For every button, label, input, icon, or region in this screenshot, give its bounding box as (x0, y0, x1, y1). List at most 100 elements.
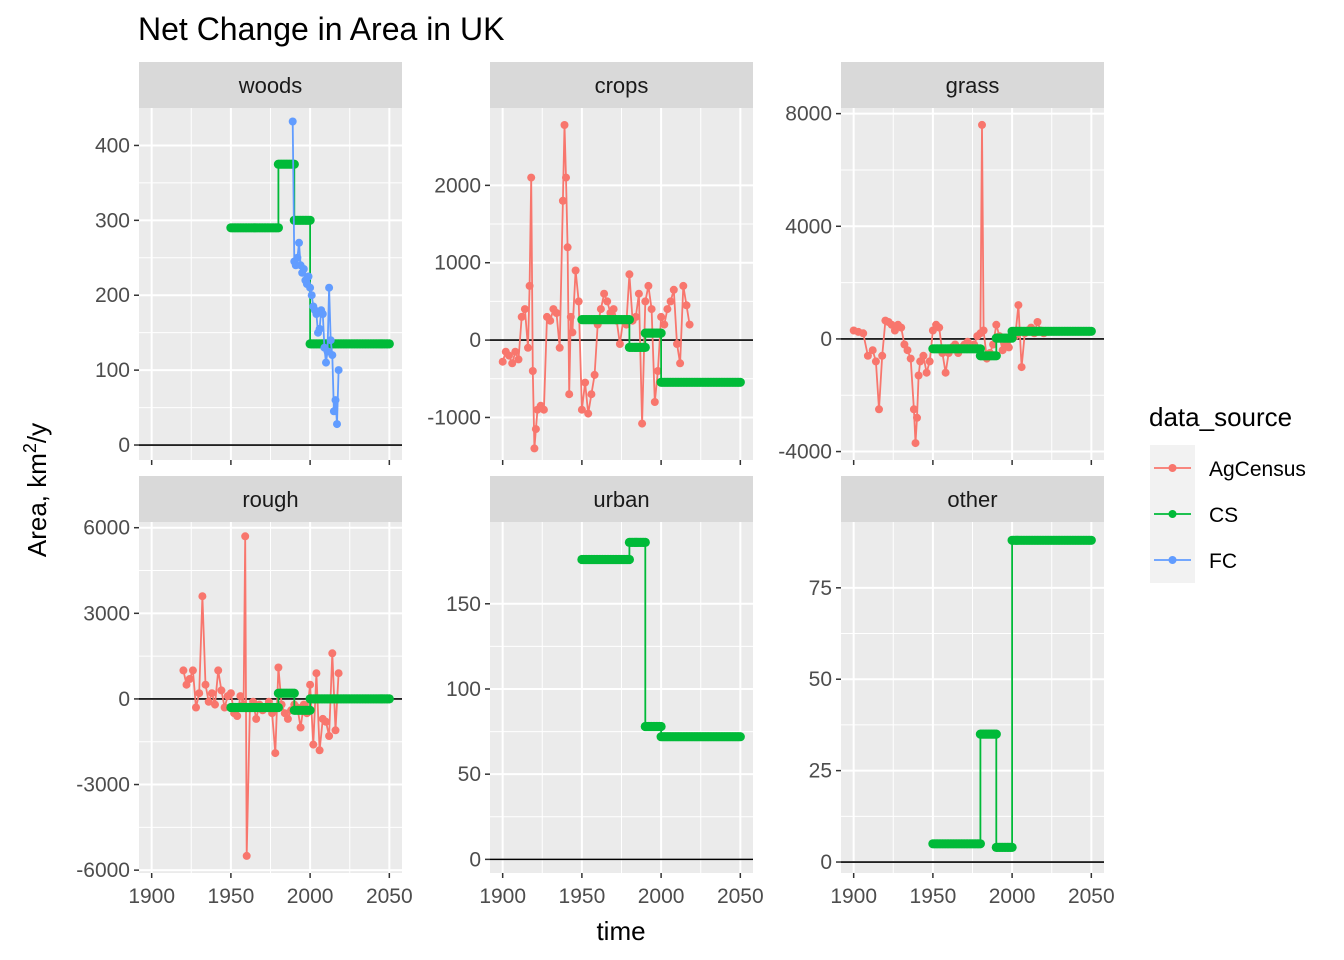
y-tick-label: 400 (95, 134, 130, 157)
data-point-agcensus (871, 357, 880, 366)
facet-panels: woods0100200300400crops-1000010002000gra… (76, 62, 1115, 908)
data-point-fc (331, 396, 340, 405)
data-point-agcensus (528, 367, 537, 375)
data-point-agcensus (211, 700, 219, 709)
y-tick-label: 6000 (83, 517, 130, 540)
data-point-agcensus (252, 714, 261, 723)
y-tick-label: 25 (809, 760, 832, 783)
data-point-agcensus (584, 409, 593, 418)
data-point-agcensus (531, 425, 540, 434)
data-point-agcensus (641, 297, 650, 306)
data-point-cs (991, 351, 1001, 361)
y-tick-label: 100 (446, 678, 481, 701)
data-point-agcensus (236, 692, 245, 701)
data-point-agcensus (603, 297, 612, 306)
data-point-agcensus (563, 243, 572, 252)
data-point-agcensus (560, 121, 569, 129)
data-point-agcensus (935, 323, 944, 332)
data-point-cs (1086, 535, 1096, 545)
data-point-agcensus (315, 746, 324, 755)
data-point-fc (329, 407, 338, 416)
data-point-agcensus (306, 680, 315, 689)
data-point-fc (326, 336, 335, 345)
data-point-agcensus (660, 320, 669, 329)
data-point-agcensus (647, 305, 656, 314)
data-point-agcensus (978, 120, 986, 129)
data-point-agcensus (859, 329, 868, 338)
data-point-agcensus (1004, 343, 1013, 352)
data-point-agcensus (878, 351, 887, 360)
data-point-agcensus (653, 367, 662, 375)
data-point-agcensus (679, 281, 688, 290)
y-tick-label: 0 (118, 688, 130, 711)
data-point-agcensus (897, 323, 906, 332)
legend-label: FC (1209, 550, 1237, 573)
data-point-agcensus (309, 740, 318, 749)
data-point-agcensus (546, 316, 555, 325)
data-point-cs (1086, 326, 1096, 336)
data-point-agcensus (552, 309, 561, 317)
x-tick-label: 2050 (1068, 885, 1115, 908)
data-point-agcensus (875, 405, 883, 414)
data-point-agcensus (903, 346, 912, 355)
data-point-cs (735, 732, 745, 742)
facet-strip-label: other (947, 487, 997, 512)
y-axis-title: Area, km2/y (20, 423, 52, 557)
data-point-fc (299, 265, 308, 273)
data-point-cs (624, 554, 635, 565)
data-point-agcensus (217, 686, 226, 695)
data-point-cs (289, 159, 299, 169)
facet-strip-label: rough (242, 487, 298, 512)
y-tick-label: 2000 (434, 174, 481, 197)
data-point-agcensus (913, 413, 921, 422)
data-point-agcensus (941, 368, 950, 377)
data-point-agcensus (574, 297, 583, 306)
data-point-agcensus (201, 680, 210, 689)
data-point-agcensus (242, 851, 251, 860)
y-tick-label: 50 (458, 763, 481, 786)
data-point-cs (975, 839, 986, 849)
data-point-agcensus (634, 289, 643, 298)
data-point-agcensus (283, 714, 292, 723)
data-point-agcensus (527, 173, 536, 182)
chart-title: Net Change in Area in UK (138, 11, 504, 47)
legend-key-point (1168, 510, 1177, 518)
legend-key-point (1168, 556, 1177, 564)
data-point-agcensus (185, 675, 194, 683)
x-tick-label: 2000 (287, 885, 334, 908)
series-line-cs (581, 318, 741, 384)
y-tick-label: 3000 (83, 602, 130, 625)
y-tick-label: -1000 (427, 406, 481, 429)
data-point-agcensus (334, 669, 343, 678)
data-point-agcensus (922, 368, 931, 377)
data-point-agcensus (669, 285, 678, 294)
data-point-agcensus (906, 354, 915, 363)
data-point-fc (306, 283, 315, 292)
facet-strip (841, 62, 1104, 108)
data-point-agcensus (517, 312, 526, 321)
data-point-agcensus (1017, 363, 1026, 372)
data-point-cs (289, 688, 299, 698)
data-point-agcensus (566, 312, 575, 321)
data-point-agcensus (657, 312, 666, 321)
data-point-agcensus (325, 732, 334, 740)
data-point-agcensus (568, 328, 577, 337)
data-point-agcensus (179, 666, 188, 675)
x-tick-label: 2000 (638, 885, 685, 908)
data-point-agcensus (322, 717, 330, 726)
data-point-agcensus (296, 723, 305, 732)
data-point-agcensus (328, 649, 337, 658)
facet-strip-label: woods (238, 73, 303, 98)
data-point-cs (305, 215, 315, 225)
y-tick-label: -4000 (778, 441, 832, 464)
data-point-cs (975, 344, 986, 354)
data-point-agcensus (587, 390, 596, 399)
y-tick-label: 0 (469, 329, 481, 352)
panel-rough: rough -6000 -3000 0 3000 6000 1900 1950 2000 2050 (76, 476, 413, 908)
y-tick-label: -6000 (76, 859, 130, 882)
x-tick-label: 1950 (559, 885, 606, 908)
data-point-agcensus (192, 703, 200, 712)
facet-strip (139, 476, 402, 522)
panel-urban: urban 0 50 100 150 1900 1950 2000 2050 (446, 476, 764, 908)
data-point-agcensus (241, 532, 250, 541)
